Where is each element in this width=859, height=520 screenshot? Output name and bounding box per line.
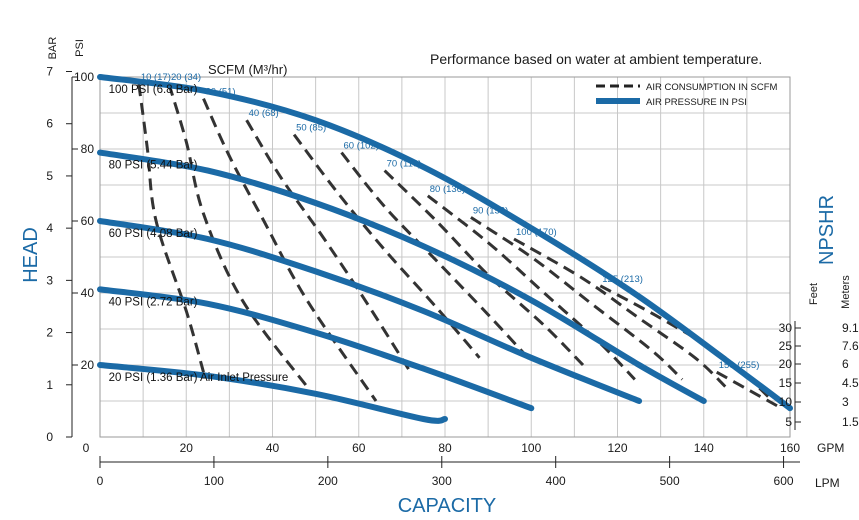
scfm-line-label: 90 (153) bbox=[473, 205, 508, 216]
scfm-line bbox=[470, 216, 684, 381]
x-tick-label-lpm: 100 bbox=[204, 474, 224, 488]
npshr-meters-tick: 7.6 bbox=[842, 339, 859, 353]
x-tick-label-gpm: 60 bbox=[352, 441, 366, 455]
x-tick-label-gpm: 80 bbox=[438, 441, 452, 455]
scfm-line bbox=[426, 194, 636, 381]
npshr-meters-tick: 1.5 bbox=[842, 415, 859, 429]
legend: AIR CONSUMPTION IN SCFM AIR PRESSURE IN … bbox=[596, 82, 778, 108]
y-tick-label-bar: 4 bbox=[46, 221, 53, 235]
scfm-line bbox=[513, 237, 727, 388]
gpm-unit-label: GPM bbox=[817, 441, 844, 455]
y-tick-label-bar: 7 bbox=[46, 65, 53, 79]
scfm-line bbox=[137, 83, 205, 373]
y-tick-label-psi: 80 bbox=[81, 142, 95, 156]
x-tick-label-gpm: 40 bbox=[266, 441, 280, 455]
y-tick-label-bar: 2 bbox=[46, 326, 53, 340]
scfm-line bbox=[245, 119, 412, 374]
psi-curve-label: 40 PSI (2.72 Bar) bbox=[109, 296, 198, 308]
psi-curve bbox=[97, 286, 535, 412]
npshr-meters-tick: 6 bbox=[842, 357, 849, 371]
psi-curve-label: 80 PSI (5.44 Bar) bbox=[109, 160, 198, 172]
y-axis-title: HEAD bbox=[20, 227, 42, 283]
scfm-line bbox=[383, 169, 585, 367]
psi-curve bbox=[97, 74, 793, 412]
npshr-feet-tick: 30 bbox=[779, 321, 793, 335]
x-tick-label-lpm: 500 bbox=[660, 474, 680, 488]
scfm-line-label: 80 (136) bbox=[430, 184, 465, 195]
x-tick-label-lpm: 0 bbox=[97, 474, 104, 488]
y-tick-label-bar: 1 bbox=[46, 378, 53, 392]
scfm-line-label: 150 (255) bbox=[719, 360, 760, 371]
lpm-unit-label: LPM bbox=[815, 476, 840, 490]
psi-curve-label: 100 PSI (6.8 Bar) bbox=[109, 84, 198, 96]
npshr-feet-tick: 20 bbox=[779, 357, 793, 371]
psi-curve bbox=[97, 149, 707, 404]
x-tick-label-gpm: 20 bbox=[180, 441, 194, 455]
npshr-meters-tick: 9.1 bbox=[842, 321, 859, 335]
x-axis-title: CAPACITY bbox=[398, 495, 497, 517]
npshr-meters-tick: 3 bbox=[842, 395, 849, 409]
scfm-line-label: 50 (85) bbox=[296, 123, 326, 134]
x-tick-label-gpm: 0 bbox=[83, 441, 90, 455]
scfm-line-label: 70 (119) bbox=[387, 159, 422, 170]
scfm-line-label: 40 (68) bbox=[249, 108, 279, 119]
y-tick-label-bar: 3 bbox=[46, 273, 53, 287]
psi-curve bbox=[97, 362, 448, 424]
y-tick-label-bar: 6 bbox=[46, 117, 53, 131]
x-tick-label-lpm: 200 bbox=[318, 474, 338, 488]
scfm-title: SCFM (M³/hr) bbox=[208, 62, 287, 77]
scfm-line-label: 125 (213) bbox=[602, 274, 643, 285]
npshr-feet-tick: 25 bbox=[779, 339, 793, 353]
scfm-line bbox=[292, 133, 481, 359]
y-tick-label-bar: 0 bbox=[46, 430, 53, 444]
y-tick-label-bar: 5 bbox=[46, 169, 53, 183]
legend-label-scfm: AIR CONSUMPTION IN SCFM bbox=[646, 82, 778, 93]
npshr-title: NPSHR bbox=[816, 195, 838, 265]
y-tick-label-psi: 20 bbox=[81, 358, 95, 372]
x-tick-label-gpm: 140 bbox=[694, 441, 714, 455]
scfm-line bbox=[715, 370, 783, 410]
psi-curve-label: 20 PSI (1.36 Bar) Air Inlet Pressure bbox=[109, 372, 289, 384]
y-tick-label-psi: 60 bbox=[81, 214, 95, 228]
x-tick-label-lpm: 300 bbox=[432, 474, 452, 488]
y-tick-label-psi: 100 bbox=[74, 70, 94, 84]
plot-frame bbox=[99, 76, 791, 438]
scfm-line-label: 20 (34) bbox=[171, 72, 201, 83]
chart-title: Performance based on water at ambient te… bbox=[430, 51, 762, 67]
scfm-line bbox=[167, 83, 309, 388]
scfm-line bbox=[340, 151, 533, 363]
psi-curves: 100 PSI (6.8 Bar) 80 PSI (5.44 Bar) 60 PSI… bbox=[97, 74, 793, 424]
x-tick-label-lpm: 600 bbox=[774, 474, 794, 488]
psi-curve-label: 60 PSI (4.08 Bar) bbox=[109, 228, 198, 240]
x-tick-label-gpm: 120 bbox=[607, 441, 627, 455]
psi-curve bbox=[97, 218, 643, 404]
npshr-feet-label: Feet bbox=[808, 283, 820, 305]
legend-label-psi: AIR PRESSURE IN PSI bbox=[646, 97, 747, 108]
x-tick-label-gpm: 160 bbox=[780, 441, 800, 455]
scfm-lines: 10 (17) 20 (34)30 (51)40 (68)50 (85)60 (1… bbox=[137, 72, 783, 410]
x-tick-label-lpm: 400 bbox=[546, 474, 566, 488]
scfm-line-label: 60 (102) bbox=[344, 141, 379, 152]
npshr-feet-tick: 15 bbox=[779, 376, 793, 390]
bar-unit-label: BAR bbox=[47, 37, 59, 60]
scfm-line-label: 10 (17) bbox=[141, 72, 171, 83]
npshr-meters-tick: 4.5 bbox=[842, 376, 859, 390]
npshr-feet-tick: 10 bbox=[779, 395, 793, 409]
npshr-feet-tick: 5 bbox=[785, 415, 792, 429]
x-tick-label-gpm: 100 bbox=[521, 441, 541, 455]
psi-unit-label: PSI bbox=[74, 39, 86, 57]
npshr-meters-label: Meters bbox=[840, 275, 852, 309]
y-tick-label-psi: 40 bbox=[81, 286, 95, 300]
